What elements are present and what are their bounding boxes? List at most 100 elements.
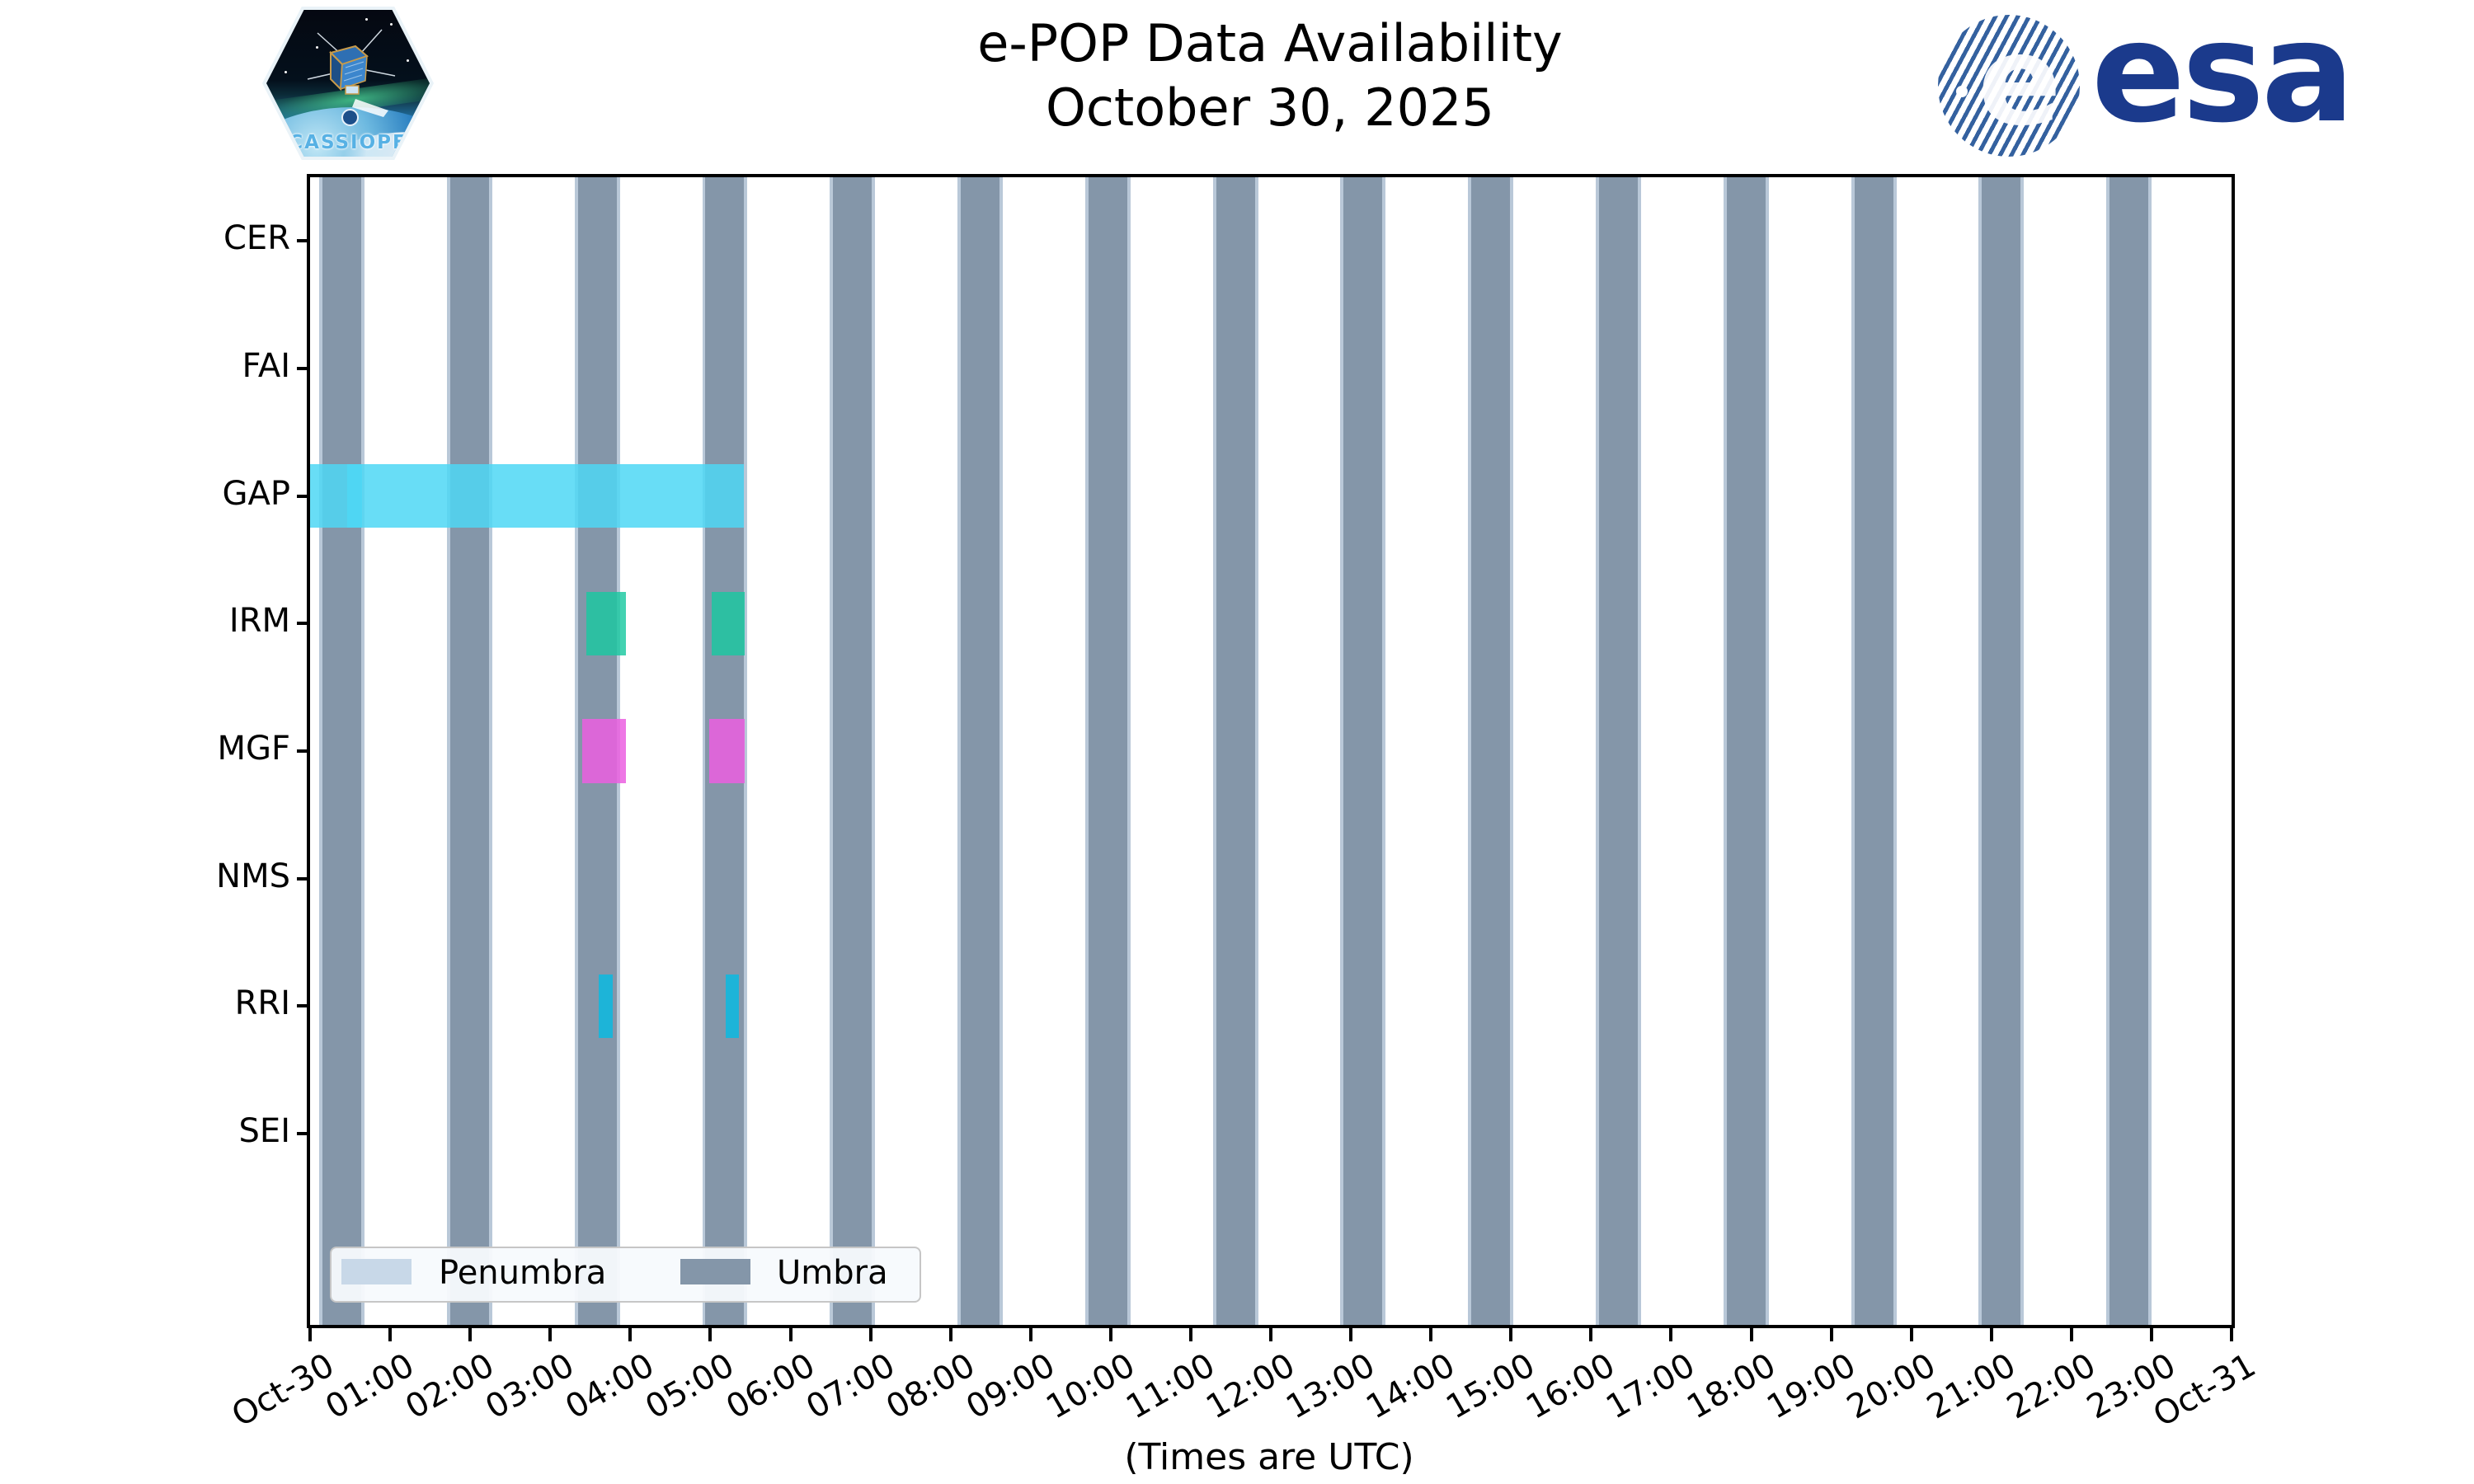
penumbra-strip [702, 177, 706, 1325]
x-tick-label: 20:00 [1840, 1346, 1942, 1427]
penumbra-strip [1978, 177, 1982, 1325]
penumbra-strip [1765, 177, 1769, 1325]
umbra-legend-label: Umbra [777, 1254, 888, 1292]
x-tick [388, 1328, 393, 1341]
x-tick [2069, 1328, 2073, 1341]
penumbra-strip [1638, 177, 1641, 1325]
x-tick-label: 19:00 [1760, 1346, 1862, 1427]
y-tick [297, 239, 310, 243]
umbra-bar [1598, 177, 1639, 1325]
cassiope-patch-art: CASSIOPE [266, 10, 430, 157]
x-tick-label: 02:00 [399, 1346, 501, 1427]
penumbra-strip [488, 177, 492, 1325]
penumbra-strip [999, 177, 1003, 1325]
umbra-bar [449, 177, 489, 1325]
penumbra-strip [1212, 177, 1216, 1325]
x-tick [1028, 1328, 1032, 1341]
x-tick [1108, 1328, 1112, 1341]
penumbra-strip [830, 177, 834, 1325]
esa-globe-e-icon: e [1978, 15, 2062, 153]
y-tick-label: RRI [234, 984, 290, 1023]
penumbra-strip [1382, 177, 1386, 1325]
penumbra-strip [2020, 177, 2025, 1325]
x-tick [1669, 1328, 1673, 1341]
x-tick-label: 08:00 [879, 1346, 981, 1427]
umbra-bar [1982, 177, 2021, 1325]
umbra-bar [1088, 177, 1127, 1325]
penumbra-strip [1126, 177, 1131, 1325]
penumbra-strip [1340, 177, 1344, 1325]
y-tick-label: IRM [228, 602, 290, 641]
umbra-bar [1216, 177, 1255, 1325]
x-tick [1429, 1328, 1433, 1341]
y-tick-label: SEI [238, 1112, 290, 1150]
satellite-icon [307, 29, 396, 117]
penumbra-strip [1468, 177, 1472, 1325]
penumbra-legend-swatch [341, 1259, 412, 1284]
y-tick [297, 876, 310, 881]
x-tick [1349, 1328, 1353, 1341]
esa-logo: e esa [1938, 0, 2354, 167]
x-tick-label: 01:00 [319, 1346, 421, 1427]
x-tick-label: 18:00 [1680, 1346, 1782, 1427]
chart-date-subtitle: October 30, 2025 [1046, 77, 1494, 138]
x-tick [1749, 1328, 1753, 1341]
x-tick [788, 1328, 793, 1341]
x-tick [1829, 1328, 1833, 1341]
umbra-bar [1343, 177, 1383, 1325]
x-tick-label: 07:00 [799, 1346, 901, 1427]
x-tick-label: 14:00 [1360, 1346, 1462, 1427]
umbra-bar [322, 177, 362, 1325]
penumbra-strip [361, 177, 365, 1325]
umbra-bar [833, 177, 872, 1325]
penumbra-strip [1084, 177, 1089, 1325]
x-tick [1188, 1328, 1192, 1341]
esa-globe-dot-icon [1956, 86, 1968, 97]
penumbra-strip [957, 177, 961, 1325]
penumbra-strip [2148, 177, 2152, 1325]
mgf-availability-segment [581, 719, 626, 783]
rri-availability-segment [725, 974, 739, 1038]
rri-availability-segment [598, 974, 613, 1038]
x-tick [1589, 1328, 1593, 1341]
umbra-bar [1471, 177, 1511, 1325]
umbra-legend-swatch [680, 1259, 750, 1284]
x-tick [1509, 1328, 1513, 1341]
penumbra-strip [872, 177, 876, 1325]
x-tick-label: 12:00 [1200, 1346, 1301, 1427]
y-tick-label: MGF [217, 730, 290, 768]
y-tick [297, 367, 310, 370]
esa-globe-icon: e [1938, 15, 2080, 157]
mgf-availability-segment [708, 719, 745, 783]
gap-availability-segment [346, 464, 745, 528]
penumbra-strip [574, 177, 578, 1325]
x-tick-label: 03:00 [479, 1346, 581, 1427]
penumbra-strip [1596, 177, 1599, 1325]
x-tick-label: 21:00 [1920, 1346, 2022, 1427]
y-tick [297, 749, 310, 753]
y-tick [297, 1132, 310, 1135]
penumbra-strip [319, 177, 323, 1325]
penumbra-strip [1723, 177, 1727, 1325]
x-tick [308, 1328, 312, 1341]
esa-wordmark: esa [2091, 0, 2354, 153]
cassiope-patch-label: CASSIOPE [289, 132, 407, 153]
y-tick [297, 494, 310, 498]
penumbra-strip [1254, 177, 1258, 1325]
x-tick-label: 05:00 [639, 1346, 741, 1427]
penumbra-strip [744, 177, 748, 1325]
x-tick [2149, 1328, 2153, 1341]
penumbra-strip [1510, 177, 1514, 1325]
x-tick-label: 06:00 [719, 1346, 821, 1427]
x-tick-label: 04:00 [559, 1346, 661, 1427]
x-tick [468, 1328, 473, 1341]
legend: Penumbra Umbra [330, 1247, 921, 1303]
y-tick [297, 622, 310, 626]
x-tick [868, 1328, 872, 1341]
x-tick-label: 16:00 [1520, 1346, 1622, 1427]
y-tick-label: FAI [242, 347, 291, 385]
penumbra-strip [1893, 177, 1897, 1325]
chart-title-block: e-POP Data Availability October 30, 2025 [858, 12, 1682, 140]
umbra-bar [2109, 177, 2149, 1325]
